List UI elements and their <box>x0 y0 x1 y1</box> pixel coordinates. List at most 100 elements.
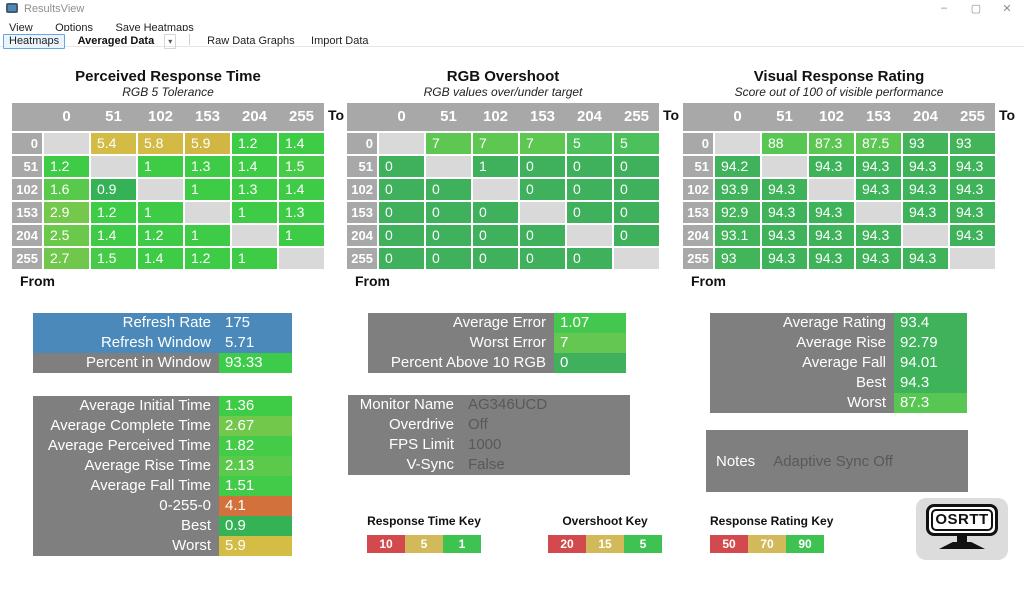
heatmap-cell: 94.3 <box>950 225 995 246</box>
heatmap-cell: 0 <box>520 156 565 177</box>
summary-label: Average Fall <box>802 354 886 371</box>
heatmap-table: 0 51 102 153 204 255 0 88 87.3 87.5 93 93 51 94.2 94.3… <box>683 103 995 269</box>
summary-value: False <box>468 456 505 473</box>
heatmap-cell <box>809 179 854 200</box>
raw-data-graphs-button[interactable]: Raw Data Graphs <box>207 35 295 47</box>
heatmap-cell: 0 <box>473 248 518 269</box>
heatmap-cell: 5 <box>614 133 659 154</box>
from-axis-label: From <box>691 273 726 289</box>
summary-row: Percent Above 10 RGB 0 <box>368 353 626 373</box>
heatmap-cell: 1.3 <box>279 202 324 223</box>
import-data-button[interactable]: Import Data <box>311 35 369 47</box>
heatmap-header-row: 0 51 102 153 204 255 <box>683 103 995 131</box>
summary-label: Worst <box>847 394 886 411</box>
chevron-down-icon: ▾ <box>164 34 177 49</box>
heatmap-cell: 94.3 <box>762 179 807 200</box>
heatmap-header-row: 0 51 102 153 204 255 <box>347 103 659 131</box>
summary-value: 92.79 <box>894 333 967 353</box>
heatmap-row-header: 204 <box>347 225 377 246</box>
heatmap-row-header: 204 <box>683 225 713 246</box>
heatmap-cell <box>903 225 948 246</box>
summary-value: 4.1 <box>219 496 292 516</box>
monitor-info-box: Monitor Name AG346UCD Overdrive Off FPS Limi… <box>348 395 630 475</box>
summary-label: Average Rating <box>782 314 886 331</box>
to-axis-label: To <box>328 107 345 123</box>
heatmap-col-header: 255 <box>959 108 986 125</box>
heatmap-cell: 0 <box>614 156 659 177</box>
summary-label: Percent Above 10 RGB <box>390 354 546 371</box>
heatmap-cell: 88 <box>762 133 807 154</box>
minimize-button[interactable]: – <box>940 2 948 14</box>
heatmap-cell: 0 <box>379 179 424 200</box>
heatmap-cell <box>520 202 565 223</box>
heatmap-cell: 94.3 <box>856 179 901 200</box>
summary-label: 0-255-0 <box>159 497 211 514</box>
heatmap-cell: 0 <box>426 202 471 223</box>
heatmap-col-header: 153 <box>529 108 556 125</box>
heatmap-cell: 1.4 <box>91 225 136 246</box>
heatmap-cell: 0 <box>520 225 565 246</box>
summary-row: Percent in Window 93.33 <box>33 353 292 373</box>
heatmap-cell: 0 <box>614 225 659 246</box>
heatmap-cell: 93 <box>950 133 995 154</box>
menubar: View Options Save Heatmaps <box>0 18 1024 34</box>
heatmap-cell: 5.8 <box>138 133 183 154</box>
summary-value: 2.13 <box>219 456 292 476</box>
heatmap-row-header: 153 <box>683 202 713 223</box>
heatmaps-button[interactable]: Heatmaps <box>3 34 66 49</box>
heatmap-cell <box>715 133 760 154</box>
key-segment: 20 <box>548 535 586 553</box>
summary-row: FPS Limit 1000 <box>348 435 630 455</box>
summary-row: Refresh Rate 175 <box>33 313 292 333</box>
heatmap-table: 0 51 102 153 204 255 0 7 7 7 5 5 51 0 1 0 0 0 102 0 0 0 0 0 153 0… <box>347 103 659 269</box>
heatmap-cell <box>762 156 807 177</box>
maximize-button[interactable]: ▢ <box>970 3 982 15</box>
summary-row: Worst 87.3 <box>710 393 967 413</box>
summary-row: Average Rating 93.4 <box>710 313 967 333</box>
heatmap-cell: 94.3 <box>950 202 995 223</box>
heatmap-col-header: 51 <box>440 108 457 125</box>
from-axis-label: From <box>20 273 55 289</box>
summary-label: Average Error <box>452 314 546 331</box>
heatmap-cell: 0 <box>473 202 518 223</box>
key-segment: 1 <box>443 535 481 553</box>
summary-value: 0.9 <box>219 516 292 536</box>
from-axis-label: From <box>355 273 390 289</box>
summary-value: 1.82 <box>219 436 292 456</box>
heatmap-col-header: 102 <box>818 108 845 125</box>
toolbar-separator <box>188 34 190 46</box>
heatmap-cell: 93.1 <box>715 225 760 246</box>
summary-value: AG346UCD <box>468 396 548 413</box>
heatmap-cell: 0 <box>520 248 565 269</box>
heatmap-cell: 1.2 <box>185 248 230 269</box>
heatmap-col-header: 51 <box>105 108 122 125</box>
heatmap-cell: 94.3 <box>950 179 995 200</box>
heatmap-cell: 94.3 <box>903 179 948 200</box>
key-bar: 50 70 90 <box>710 535 824 553</box>
heatmap-cell: 1 <box>185 179 230 200</box>
heatmap-cell: 1.2 <box>138 225 183 246</box>
heatmap-cell: 0 <box>379 156 424 177</box>
heatmap-col-header: 255 <box>623 108 650 125</box>
close-button[interactable]: ✕ <box>1002 3 1012 15</box>
heatmap-cell: 1.6 <box>44 179 89 200</box>
heatmap-cell <box>185 202 230 223</box>
key-bar: 10 5 1 <box>367 535 481 553</box>
heatmap-cell: 1.2 <box>44 156 89 177</box>
heatmap-cell: 1.4 <box>232 156 277 177</box>
summary-row: Worst 5.9 <box>33 536 292 556</box>
key-title: Overshoot Key <box>562 514 648 528</box>
summary-value: 7 <box>554 333 626 353</box>
summary-row: Average Fall Time 1.51 <box>33 476 292 496</box>
heatmap-cell: 2.7 <box>44 248 89 269</box>
dataset-dropdown[interactable]: Averaged Data ▾ <box>78 34 177 49</box>
heatmap-subtitle: RGB 5 Tolerance <box>122 85 214 99</box>
heatmap-subtitle: RGB values over/under target <box>423 85 583 99</box>
heatmap-block-rgb-overshoot: RGB Overshoot RGB values over/under targ… <box>347 68 679 289</box>
heatmap-cell: 94.3 <box>809 202 854 223</box>
heatmap-cell: 1 <box>279 225 324 246</box>
notes-value: Adaptive Sync Off <box>773 452 893 470</box>
heatmap-cell <box>279 248 324 269</box>
summary-value: 87.3 <box>894 393 967 413</box>
heatmap-cell: 1.5 <box>91 248 136 269</box>
